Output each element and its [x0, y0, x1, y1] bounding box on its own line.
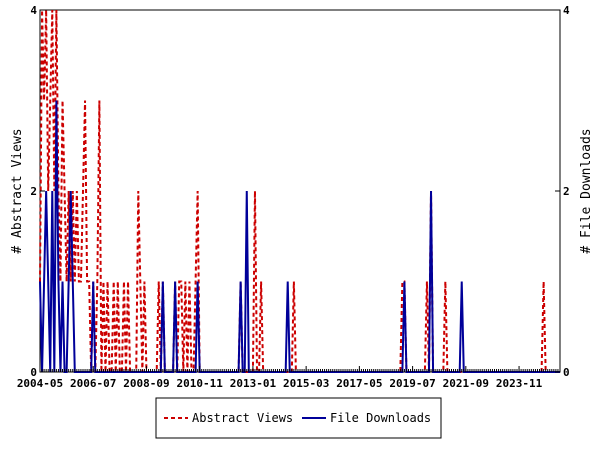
- y-tick-label-right: 4: [563, 4, 570, 17]
- x-tick-label: 2015-03: [283, 377, 329, 390]
- y-tick-label-right: 0: [563, 366, 570, 379]
- x-tick-label: 2019-07: [389, 377, 435, 390]
- legend-label-file-downloads: File Downloads: [330, 411, 431, 425]
- x-tick-label: 2017-05: [336, 377, 382, 390]
- x-tick-label: 2010-11: [177, 377, 224, 390]
- x-tick-label: 2021-09: [443, 377, 489, 390]
- x-tick-label: 2004-05: [17, 377, 63, 390]
- plot-area: [39, 9, 561, 373]
- y-tick-label-right: 2: [563, 185, 570, 198]
- y-axis-title-left: # Abstract Views: [10, 128, 25, 253]
- axis-layer: 2004-05 2006-07 2008-09 2010-11 2013-01 2015-…: [17, 4, 570, 390]
- x-tick-label: 2023-11: [496, 377, 543, 390]
- y-axis-title-right: # File Downloads: [579, 128, 594, 253]
- x-tick-label: 2008-09: [123, 377, 169, 390]
- x-tick-label: 2006-07: [70, 377, 116, 390]
- x-tick-label: 2013-01: [230, 377, 277, 390]
- y-tick-label-left: 4: [30, 4, 37, 17]
- y-tick-label-left: 2: [30, 185, 37, 198]
- y-tick-label-left: 0: [30, 366, 37, 379]
- legend: Abstract Views File Downloads: [155, 397, 442, 439]
- legend-box: [155, 397, 442, 439]
- legend-label-abstract-views: Abstract Views: [192, 411, 293, 425]
